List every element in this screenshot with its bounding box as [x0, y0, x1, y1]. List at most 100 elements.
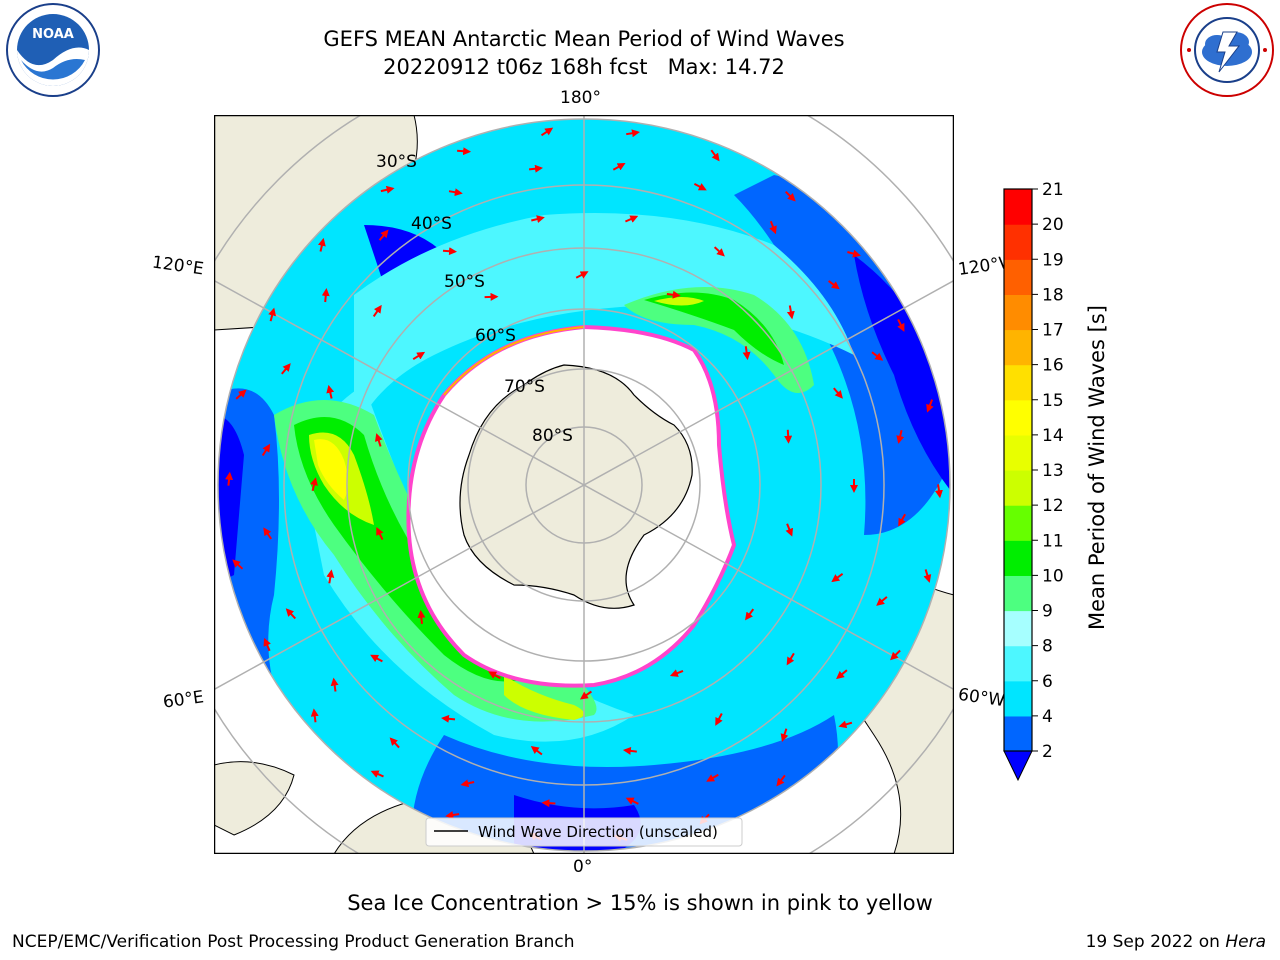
- wind-wave-arrow: [370, 770, 384, 778]
- wind-wave-arrow: [827, 280, 840, 290]
- wind-wave-arrow: [317, 237, 326, 252]
- colorbar-tick-label: 15: [1042, 391, 1064, 411]
- wind-wave-arrow: [263, 527, 273, 540]
- wind-wave-arrow: [715, 713, 723, 726]
- wind-wave-arrow: [926, 399, 934, 413]
- wind-wave-arrow: [370, 654, 383, 663]
- wind-wave-arrow: [268, 307, 277, 322]
- colorbar-tick-label: 19: [1042, 250, 1064, 270]
- wind-wave-arrow: [374, 433, 383, 447]
- colorbar-tick-label: 8: [1042, 637, 1053, 657]
- wind-wave-arrow: [847, 249, 861, 258]
- wind-wave-arrow: [890, 649, 901, 661]
- lat-label-30s: 30°S: [376, 152, 417, 172]
- wind-wave-arrow: [528, 164, 543, 173]
- wind-wave-arrow: [310, 477, 318, 492]
- wind-wave-arrow: [326, 384, 335, 399]
- wind-wave-arrow: [622, 746, 637, 755]
- wind-wave-arrow: [457, 147, 472, 156]
- wind-wave-arrow: [626, 129, 640, 138]
- wind-wave-arrow: [376, 527, 384, 541]
- wind-wave-arrow: [378, 229, 389, 241]
- wind-wave-arrow: [442, 247, 457, 256]
- colorbar-tick-label: 11: [1042, 531, 1064, 551]
- wind-wave-arrow: [232, 559, 244, 570]
- wind-wave-arrow: [625, 215, 639, 223]
- wind-wave-arrow: [836, 669, 848, 680]
- legend-label: Wind Wave Direction (unscaled): [478, 823, 718, 841]
- colorbar-tick-label: 20: [1042, 215, 1064, 235]
- colorbar-under-arrow: [1003, 750, 1033, 782]
- colorbar-band: [1004, 434, 1032, 471]
- wind-wave-arrow: [540, 127, 554, 137]
- wind-wave-arrow: [784, 429, 793, 444]
- wind-wave-arrow: [745, 608, 755, 621]
- colorbar-band: [1004, 715, 1032, 752]
- lon-label-top: 180°: [560, 88, 601, 108]
- wind-wave-arrow: [669, 669, 684, 677]
- wind-wave-arrow: [785, 190, 796, 202]
- colorbar-band: [1004, 399, 1032, 436]
- footer-left: NCEP/EMC/Verification Post Processing Pr…: [12, 932, 575, 952]
- footer-right: 19 Sep 2022 on Hera: [1086, 932, 1266, 952]
- wind-wave-arrow: [448, 188, 463, 197]
- antarctica-land: [459, 364, 693, 609]
- nws-logo: [1180, 3, 1274, 97]
- colorbar-band: [1004, 294, 1032, 331]
- colorbar-band: [1004, 224, 1032, 260]
- wind-wave-arrow: [769, 220, 777, 235]
- colorbar-band: [1004, 645, 1032, 682]
- wind-wave-arrow: [693, 183, 707, 191]
- colorbar-tick-label: 10: [1042, 566, 1064, 586]
- wind-wave-arrow: [786, 652, 795, 666]
- lat-label-80s: 80°S: [532, 426, 573, 446]
- wind-wave-arrow: [934, 484, 943, 499]
- wind-wave-arrow: [330, 677, 339, 692]
- latitude-labels: 30°S 40°S 50°S 60°S 70°S 80°S: [376, 152, 573, 446]
- wind-wave-arrow: [713, 246, 725, 257]
- wind-wave-arrow: [412, 351, 426, 361]
- colorbar-band: [1004, 610, 1032, 647]
- wind-wave-arrow: [876, 596, 888, 606]
- wind-wave-arrow: [897, 318, 905, 332]
- wind-wave-arrow: [235, 389, 247, 400]
- map-legend: Wind Wave Direction (unscaled): [425, 817, 743, 847]
- lat-label-60s: 60°S: [475, 326, 516, 346]
- wind-wave-arrow: [321, 288, 330, 303]
- wind-wave-arrow: [898, 513, 906, 527]
- noaa-logo: NOAA: [6, 3, 100, 97]
- wind-wave-arrow: [326, 569, 335, 584]
- wind-wave-arrow: [612, 163, 626, 171]
- polar-map: 30°S 40°S 50°S 60°S 70°S 80°S Wind Wave …: [214, 115, 954, 854]
- wind-wave-arrow: [896, 429, 905, 444]
- wind-wave-arrow: [776, 774, 786, 787]
- wind-wave-arrow: [785, 523, 794, 537]
- page-title: GEFS MEAN Antarctic Mean Period of Wind …: [323, 27, 845, 51]
- colorbar-tick-label: 17: [1042, 321, 1064, 341]
- colorbar-tick-label: 21: [1042, 180, 1064, 200]
- wind-wave-arrow: [831, 572, 844, 583]
- colorbar-ticks: 21 20 19 18 17 16 15 14 13 12 11 10 9 8 6 4 2: [1032, 180, 1064, 762]
- colorbar-band: [1004, 505, 1032, 541]
- colorbar-band: [1004, 575, 1032, 612]
- wind-wave-arrow: [579, 690, 592, 700]
- lon-label-bottom: 0°: [573, 857, 593, 877]
- wind-wave-arrow: [706, 773, 719, 782]
- wind-wave-arrow: [310, 708, 319, 723]
- colorbar-band: [1004, 680, 1032, 717]
- wind-wave-arrow: [742, 346, 751, 361]
- wind-wave-arrow: [488, 671, 501, 680]
- wind-wave-arrow: [666, 290, 681, 299]
- wind-wave-arrow: [285, 608, 297, 620]
- wind-wave-arrow: [441, 714, 456, 723]
- lat-label-50s: 50°S: [444, 272, 485, 292]
- wind-wave-arrow: [380, 185, 395, 194]
- wind-wave-arrow: [263, 637, 271, 652]
- colorbar-band: [1004, 259, 1032, 295]
- lat-label-70s: 70°S: [504, 377, 545, 397]
- map-frame: [214, 115, 954, 854]
- colorbar-band: [1004, 470, 1032, 506]
- footer-date: 19 Sep 2022 on: [1085, 932, 1226, 952]
- wind-wave-arrow: [281, 363, 291, 375]
- colorbar-band: [1004, 189, 1032, 225]
